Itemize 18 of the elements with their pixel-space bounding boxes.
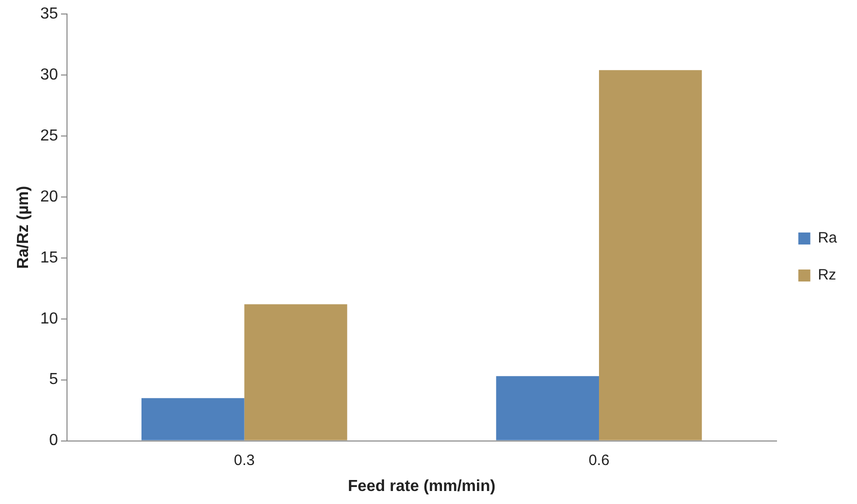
y-tick-label: 30 xyxy=(40,66,58,84)
legend-label: Ra xyxy=(818,230,838,247)
y-tick-label: 10 xyxy=(40,310,58,328)
legend-label: Rz xyxy=(818,266,836,284)
bar xyxy=(496,376,599,440)
x-axis-title: Feed rate (mm/min) xyxy=(348,478,496,495)
y-tick-label: 0 xyxy=(49,432,58,450)
y-tick-label: 20 xyxy=(40,188,58,206)
x-tick-label: 0.3 xyxy=(234,452,255,469)
y-tick-label: 5 xyxy=(49,371,58,388)
y-axis-title: Ra/Rz (µm) xyxy=(15,186,32,269)
bar xyxy=(244,304,348,440)
y-tick-label: 25 xyxy=(40,127,58,144)
x-tick-label: 0.6 xyxy=(588,452,610,469)
bar xyxy=(598,70,702,440)
bar xyxy=(141,398,244,440)
y-tick-label: 35 xyxy=(40,5,58,22)
y-tick-label: 15 xyxy=(40,249,58,266)
